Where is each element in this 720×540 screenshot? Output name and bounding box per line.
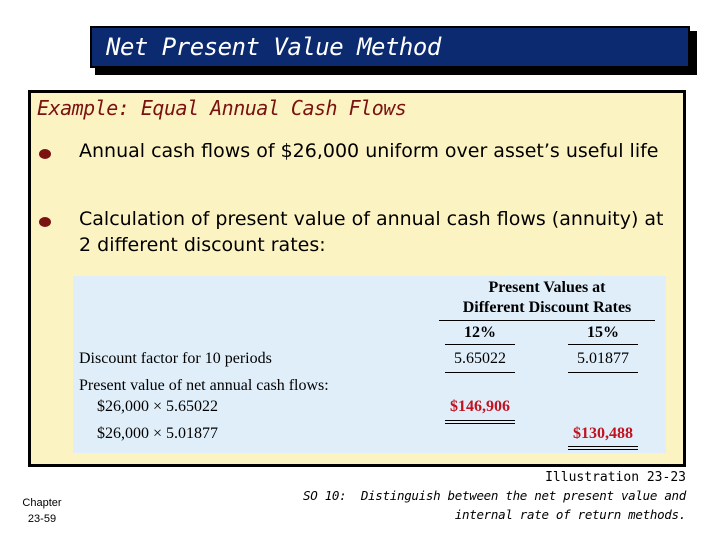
pv15-rule-1 — [568, 446, 638, 447]
study-objective: SO 10: Distinguish between the net prese… — [216, 486, 686, 524]
bullet-icon — [39, 149, 51, 159]
chapter-line1: Chapter — [22, 497, 62, 509]
chapter-label: Chapter 23-59 — [12, 495, 72, 527]
col-head-12pct: 12% — [464, 324, 496, 341]
row-label-calc-15: $26,000 × 5.01877 — [97, 425, 219, 442]
so-line2: internal rate of return methods. — [454, 507, 687, 522]
row1-col1-rule — [445, 372, 515, 373]
cell-discount-15: 5.01877 — [577, 350, 629, 367]
row1-col2-rule — [568, 372, 638, 373]
so-line1: SO 10: Distinguish between the net prese… — [303, 488, 686, 503]
pv12-rule-1 — [445, 420, 515, 421]
cell-pv-15: $130,488 — [573, 425, 633, 442]
row-label-discount-factor: Discount factor for 10 periods — [79, 350, 272, 367]
table-header-line1: Present Values at — [488, 279, 606, 296]
present-value-table: Present Values at Different Discount Rat… — [73, 276, 666, 453]
row-label-calc-12: $26,000 × 5.65022 — [97, 398, 219, 415]
content-panel: Example: Equal Annual Cash Flows Annual … — [28, 90, 686, 467]
col-head-15pct: 15% — [587, 324, 619, 341]
bullet-icon — [39, 217, 51, 227]
illustration-label: Illustration 23-23 — [545, 470, 686, 485]
title-bar: Net Present Value Method — [90, 26, 690, 68]
slide-title: Net Present Value Method — [106, 33, 441, 61]
pv15-rule-2 — [568, 449, 638, 450]
bullet-text-1: Annual cash flows of $26,000 uniform ove… — [79, 140, 659, 162]
col1-head-rule — [445, 344, 515, 345]
pv12-rule-2 — [445, 423, 515, 424]
chapter-line2: 23-59 — [27, 513, 57, 525]
col2-head-rule — [568, 344, 638, 345]
header-rule — [439, 320, 655, 321]
bullet-text-2: Calculation of present value of annual c… — [79, 208, 664, 256]
table-header-line2: Different Discount Rates — [462, 299, 632, 316]
cell-discount-12: 5.65022 — [454, 350, 506, 367]
row-label-pv-cash-flows: Present value of net annual cash flows: — [79, 377, 329, 394]
cell-pv-12: $146,906 — [450, 398, 510, 415]
example-heading: Example: Equal Annual Cash Flows — [37, 96, 407, 120]
